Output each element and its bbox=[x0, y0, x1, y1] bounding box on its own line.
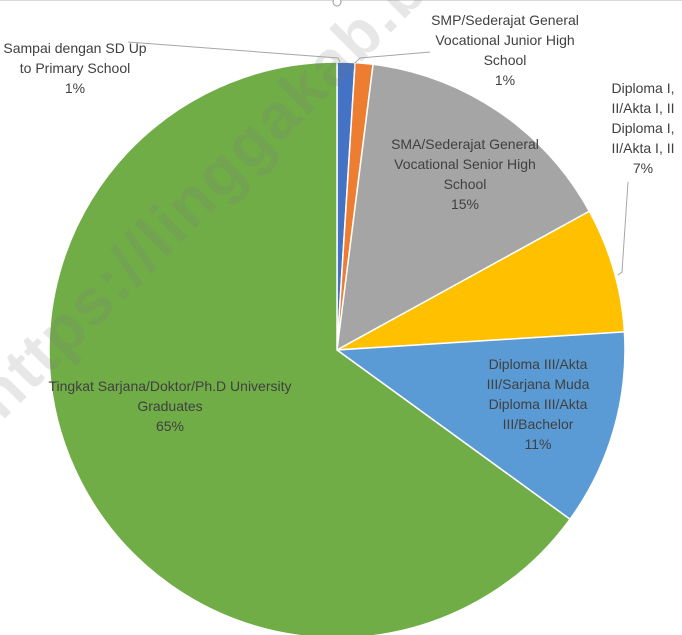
pie-slice bbox=[334, 331, 626, 521]
pie-slice bbox=[336, 63, 591, 352]
category-label: Sampai dengan SD Up to Primary School bbox=[3, 40, 147, 76]
category-label: Tingkat Sarjana/Doktor/Ph.D University G… bbox=[48, 378, 292, 414]
value-label: 1% bbox=[494, 72, 516, 88]
value-label: 7% bbox=[632, 160, 654, 176]
category-label: SMP/Sederajat General Vocational Junior … bbox=[431, 12, 579, 68]
category-label: Diploma I, II/Akta I, II Diploma I, II/A… bbox=[611, 80, 675, 156]
category-label: Diploma III/Akta III/Sarjana Muda Diplom… bbox=[486, 356, 590, 432]
pie-slice bbox=[336, 210, 626, 351]
data-label: SMA/Sederajat General Vocational Senior … bbox=[385, 134, 545, 214]
data-label: SMP/Sederajat General Vocational Junior … bbox=[425, 10, 585, 90]
handle bbox=[332, 0, 342, 7]
value-label: 15% bbox=[450, 196, 480, 212]
category-label: SMA/Sederajat General Vocational Senior … bbox=[391, 136, 539, 192]
data-label: Sampai dengan SD Up to Primary School 1% bbox=[0, 38, 150, 98]
value-label: 11% bbox=[524, 436, 552, 452]
pie-slice bbox=[48, 61, 572, 635]
value-label: 65% bbox=[155, 418, 185, 434]
data-label: Diploma III/Akta III/Sarjana Muda Diplom… bbox=[468, 354, 608, 454]
value-label: 1% bbox=[64, 80, 86, 96]
data-label: Diploma I, II/Akta I, II Diploma I, II/A… bbox=[598, 78, 682, 178]
data-label: Tingkat Sarjana/Doktor/Ph.D University G… bbox=[40, 376, 300, 436]
